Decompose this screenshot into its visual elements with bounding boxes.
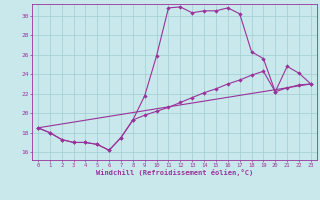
X-axis label: Windchill (Refroidissement éolien,°C): Windchill (Refroidissement éolien,°C) — [96, 169, 253, 176]
